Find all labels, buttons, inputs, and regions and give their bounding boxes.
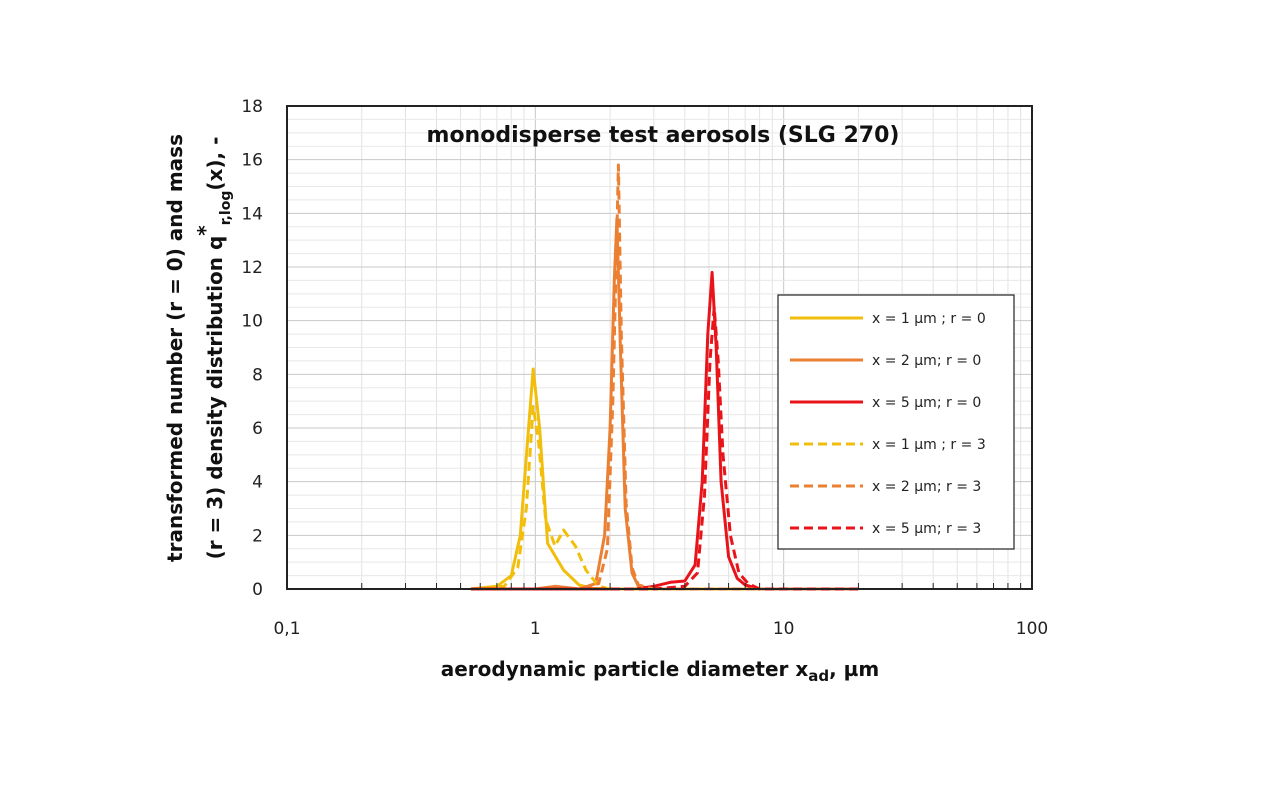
x-axis-label: aerodynamic particle diameter xad, µm <box>441 657 880 685</box>
y-axis-label-line2: (r = 3) density distribution q*r,log(x),… <box>193 137 234 560</box>
y-tick-label: 8 <box>252 365 263 385</box>
y-axis-label: transformed number (r = 0) and mass (r =… <box>163 134 234 562</box>
chart-title: monodisperse test aerosols (SLG 270) <box>427 123 900 148</box>
legend-label: x = 2 µm; r = 3 <box>872 479 981 495</box>
y-tick-label: 12 <box>241 258 263 278</box>
y-tick-label: 10 <box>241 312 263 332</box>
legend-label: x = 1 µm ; r = 3 <box>872 437 986 453</box>
series-line-6 <box>470 305 859 591</box>
series-line-5 <box>470 163 859 591</box>
y-tick-label: 16 <box>241 151 263 171</box>
x-tick-label: 1 <box>530 619 541 639</box>
legend: x = 1 µm ; r = 0 x = 2 µm; r = 0 x = 5 µm;… <box>777 294 1015 550</box>
y-tick-label: 0 <box>252 580 263 600</box>
legend-box <box>777 294 1015 550</box>
legend-label: x = 5 µm; r = 3 <box>872 521 981 537</box>
y-axis-label-line1: transformed number (r = 0) and mass <box>163 134 187 562</box>
legend-label: x = 2 µm; r = 0 <box>872 353 981 369</box>
x-tick-label: 10 <box>773 619 795 639</box>
y-tick-label: 6 <box>252 419 263 439</box>
legend-label: x = 1 µm ; r = 0 <box>872 311 986 327</box>
y-tick-label: 14 <box>241 204 263 224</box>
legend-items: x = 1 µm ; r = 0 x = 2 µm; r = 0 x = 5 µm;… <box>790 311 986 537</box>
y-tick-label: 4 <box>252 473 263 493</box>
legend-label: x = 5 µm; r = 0 <box>872 395 981 411</box>
tick-labels: 0 2 4 6 8 10 12 14 16 18 0,1 1 10 100 <box>241 97 1048 639</box>
y-tick-label: 18 <box>241 97 263 117</box>
y-tick-label: 2 <box>252 526 263 546</box>
plot-area-frame <box>286 105 1033 590</box>
series-line-3 <box>470 270 859 591</box>
x-tick-label: 100 <box>1016 619 1048 639</box>
x-tick-label: 0,1 <box>273 619 300 639</box>
